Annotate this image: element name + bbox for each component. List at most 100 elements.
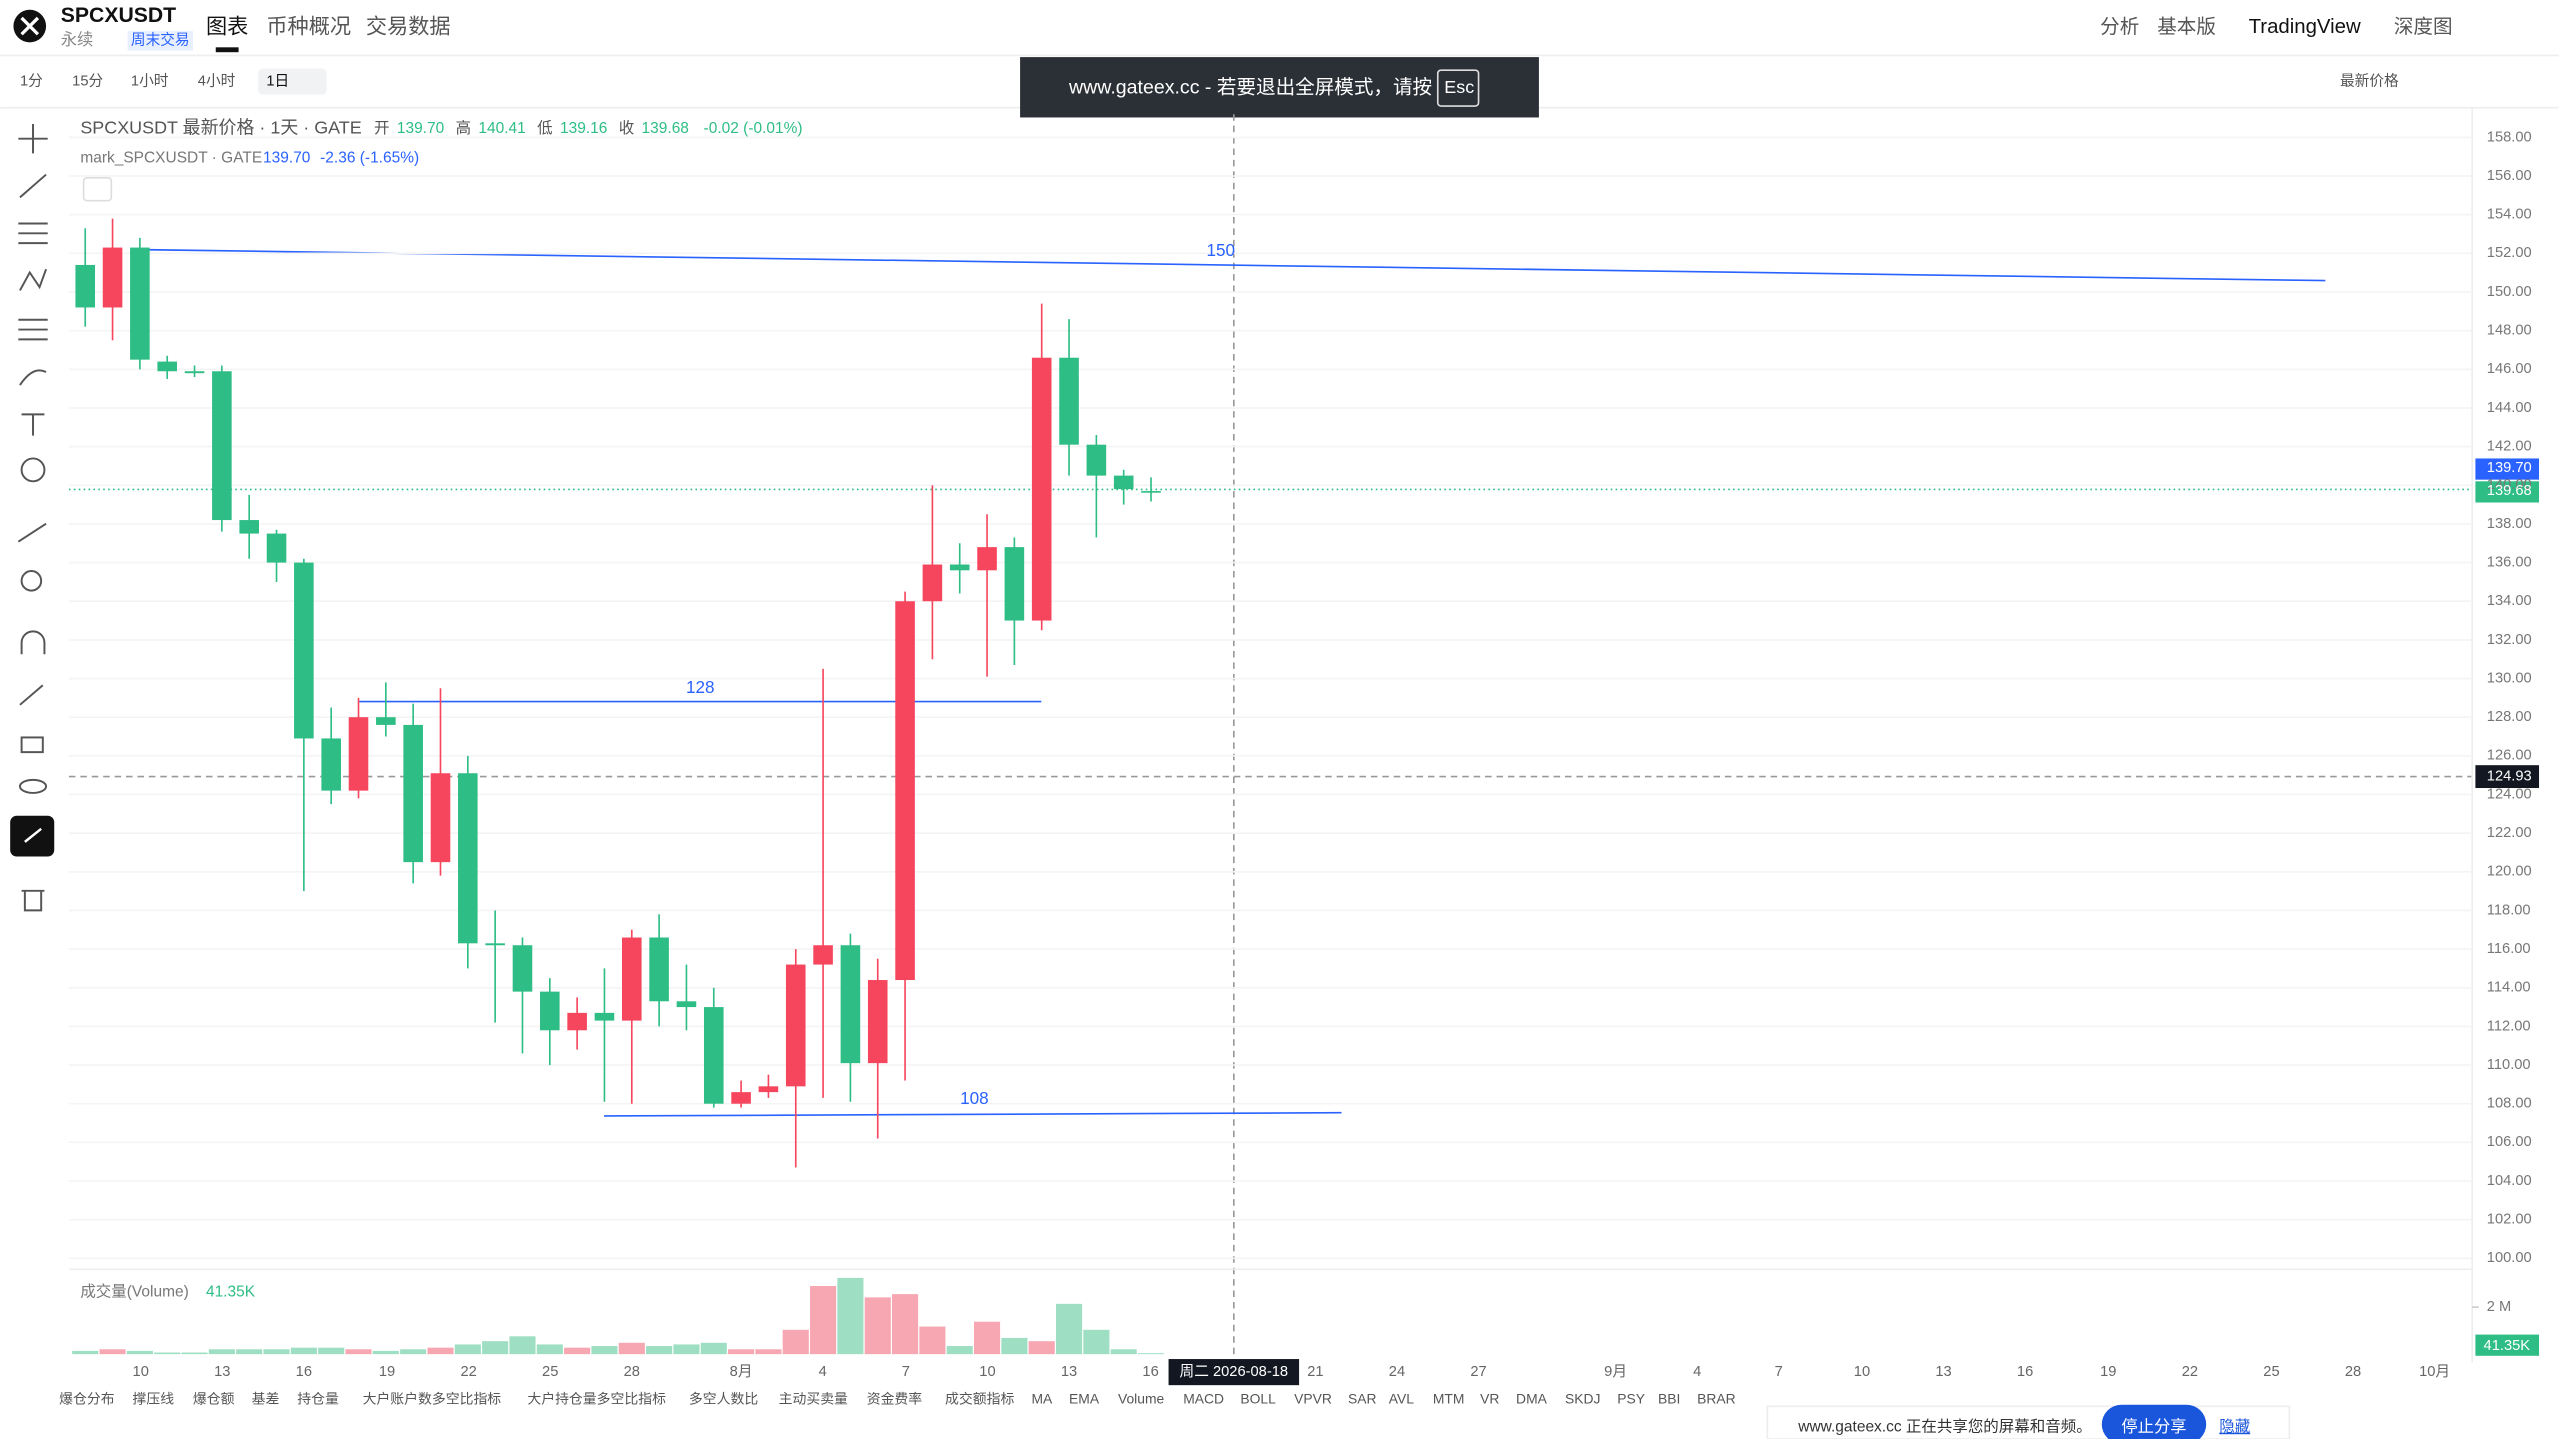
stop-share-button[interactable] — [2101, 1404, 2207, 1439]
indicator[interactable]: PSY — [1617, 1390, 1645, 1406]
tab[interactable]: 交易数据 — [366, 14, 451, 38]
indicator[interactable]: 爆仓额 — [193, 1390, 235, 1406]
indicator[interactable]: 撑压线 — [133, 1390, 175, 1406]
ohlc-label: 收 — [619, 119, 634, 137]
collapse-button[interactable] — [82, 177, 113, 202]
interval[interactable]: 15分 — [72, 72, 103, 89]
nav-link[interactable]: 基本版 — [2157, 16, 2216, 38]
x-tick-label: 21 — [1307, 1364, 1323, 1380]
volume-bar — [973, 1321, 1001, 1355]
indicator[interactable]: AVL — [1389, 1390, 1414, 1406]
nav-link[interactable]: 深度图 — [2394, 16, 2453, 38]
indicator[interactable]: 持仓量 — [297, 1390, 339, 1406]
volume-bar — [1137, 1353, 1165, 1355]
indicator[interactable]: 大户账户数多空比指标 — [363, 1390, 502, 1406]
nav-link[interactable]: TradingView — [2249, 16, 2361, 38]
annotation-label: 150 — [1206, 240, 1235, 260]
indicator[interactable]: VPVR — [1294, 1390, 1332, 1406]
candle-body — [567, 1012, 587, 1031]
price-type[interactable]: 最新价格 — [2340, 72, 2399, 89]
interval[interactable]: 1日 — [266, 73, 289, 89]
interval[interactable]: 1分 — [20, 72, 43, 89]
candle-body — [1031, 357, 1052, 621]
ohlc-value: 139.16 — [560, 120, 607, 137]
share-hide[interactable]: 隐藏 — [2219, 1418, 2250, 1436]
indicator[interactable]: Volume — [1118, 1390, 1165, 1406]
indicator[interactable]: 基差 — [252, 1390, 280, 1406]
indicator[interactable]: MTM — [1433, 1390, 1465, 1406]
indicator[interactable]: 爆仓分布 — [59, 1390, 115, 1406]
x-tick-label: 24 — [1389, 1364, 1405, 1380]
y-tick-label: 128.00 — [2487, 709, 2532, 725]
candle-body — [922, 564, 943, 602]
indicator[interactable]: DMA — [1516, 1390, 1548, 1406]
nav-link[interactable]: 分析 — [2100, 16, 2139, 38]
y-tick-label: 144.00 — [2487, 400, 2532, 416]
interval-active[interactable] — [258, 68, 327, 95]
x-tick-label: 8月 — [730, 1364, 753, 1380]
interval[interactable]: 1小时 — [131, 72, 169, 89]
volume-bar — [1028, 1341, 1055, 1355]
left-tools[interactable] — [17, 123, 48, 912]
market: 永续 — [61, 31, 94, 49]
volume-bar — [290, 1347, 317, 1355]
x-tick-label: 16 — [1142, 1364, 1158, 1380]
price-tag-label: 124.93 — [2487, 768, 2532, 784]
candle-body — [1086, 444, 1107, 476]
candle-body — [895, 601, 915, 981]
volume-bar — [946, 1346, 973, 1355]
ohlc-value: 140.41 — [478, 120, 525, 137]
mark-change: -2.36 (-1.65%) — [320, 149, 419, 166]
y-tick-label: 150.00 — [2487, 284, 2532, 300]
volume-bar — [864, 1297, 891, 1355]
indicator[interactable]: BOLL — [1240, 1390, 1276, 1406]
y-tick-label: 132.00 — [2487, 632, 2532, 648]
indicator[interactable]: 多空人数比 — [689, 1390, 758, 1406]
share-stop[interactable]: 停止分享 — [2121, 1418, 2186, 1436]
indicator[interactable]: SAR — [1348, 1390, 1377, 1406]
y-tick-label: 158.00 — [2487, 129, 2532, 145]
candle-body — [321, 738, 341, 791]
x-tick-label: 4 — [819, 1364, 827, 1380]
candle-body — [1141, 491, 1161, 493]
y-tick-label: 102.00 — [2487, 1212, 2532, 1228]
x-tick-label: 10 — [133, 1364, 149, 1380]
indicator[interactable]: 大户持仓量多空比指标 — [527, 1390, 666, 1406]
indicator[interactable]: MACD — [1183, 1390, 1224, 1406]
interval[interactable]: 4小时 — [198, 72, 236, 89]
indicator[interactable]: MA — [1032, 1390, 1054, 1406]
volume-bar — [181, 1352, 208, 1355]
volume-bar — [263, 1349, 290, 1355]
logo-mark — [20, 16, 40, 36]
indicator[interactable]: 主动买卖量 — [779, 1390, 848, 1406]
y-tick-label: 140.00 — [2487, 477, 2532, 493]
x-tick-label: 28 — [624, 1364, 640, 1380]
x-tick-label: 7 — [902, 1364, 910, 1380]
y-tick-label: 122.00 — [2487, 825, 2532, 841]
indicator[interactable]: VR — [1480, 1390, 1499, 1406]
indicator[interactable]: SKDJ — [1565, 1390, 1600, 1406]
indicator[interactable]: EMA — [1069, 1390, 1100, 1406]
indicator[interactable]: 成交额指标 — [945, 1390, 1014, 1406]
volume-bar — [509, 1336, 536, 1355]
y-tick-label: 120.00 — [2487, 864, 2532, 880]
ohlc-change: -0.02 (-0.01%) — [704, 120, 803, 137]
candle-body — [485, 943, 505, 946]
x-tick-label: 13 — [214, 1364, 230, 1380]
x-tick-label: 22 — [460, 1364, 476, 1380]
y-tick-label: 130.00 — [2487, 670, 2532, 686]
tab[interactable]: 图表 — [206, 14, 248, 38]
indicator[interactable]: BBI — [1658, 1390, 1680, 1406]
candle-body — [621, 937, 642, 1021]
indicator[interactable]: BRAR — [1697, 1390, 1736, 1406]
indicator[interactable]: 资金费率 — [867, 1390, 923, 1406]
share-text: www.gateex.cc 正在共享您的屏幕和音频。 — [1797, 1418, 2091, 1436]
candle-body — [212, 371, 232, 521]
volume-bar — [892, 1294, 919, 1355]
tab-indicator — [215, 47, 239, 53]
volume-bar — [536, 1344, 563, 1355]
tab[interactable]: 币种概况 — [266, 14, 351, 38]
x-tick-label: 4 — [1693, 1364, 1701, 1380]
y-tick-label: 112.00 — [2487, 1018, 2531, 1034]
